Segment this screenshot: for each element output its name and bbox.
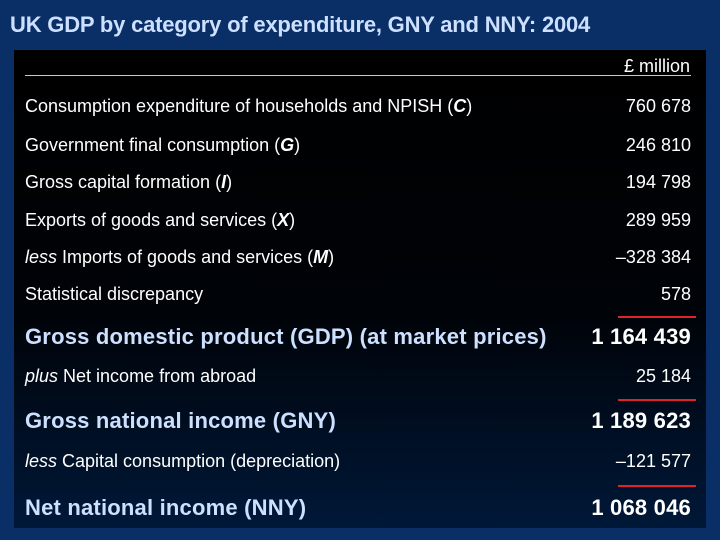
unit-label: £ million bbox=[623, 56, 690, 76]
gny-sum-rule bbox=[618, 399, 696, 401]
row-label: Statistical discrepancy bbox=[25, 284, 204, 304]
depreciation-value: –121 577 bbox=[615, 451, 691, 471]
gdp-sum-rule bbox=[618, 316, 696, 318]
nny-sum-rule bbox=[618, 485, 696, 487]
table-panel bbox=[14, 50, 706, 528]
net-income-label: plus Net income from abroad bbox=[25, 366, 257, 386]
net-income-value: 25 184 bbox=[635, 366, 691, 386]
row-value: 246 810 bbox=[625, 135, 691, 155]
gny-value: 1 189 623 bbox=[591, 408, 691, 433]
gdp-label: Gross domestic product (GDP) (at market … bbox=[25, 324, 547, 349]
row-label: Exports of goods and services (X) bbox=[25, 210, 296, 230]
row-label: less Imports of goods and services (M) bbox=[25, 247, 335, 267]
row-value: 289 959 bbox=[625, 210, 691, 230]
row-value: 194 798 bbox=[625, 172, 691, 192]
slide-title: UK GDP by category of expenditure, GNY a… bbox=[10, 12, 591, 37]
row-value: 578 bbox=[660, 284, 691, 304]
unit-rule bbox=[25, 75, 691, 76]
row-value: –328 384 bbox=[615, 247, 691, 267]
depreciation-label: less Capital consumption (depreciation) bbox=[25, 451, 341, 471]
nny-value: 1 068 046 bbox=[591, 495, 691, 520]
gdp-value: 1 164 439 bbox=[591, 324, 691, 349]
row-label: Gross capital formation (I) bbox=[25, 172, 233, 192]
gny-label: Gross national income (GNY) bbox=[25, 408, 337, 433]
row-label: Consumption expenditure of households an… bbox=[25, 96, 473, 116]
nny-label: Net national income (NNY) bbox=[25, 495, 307, 520]
row-label: Government final consumption (G) bbox=[25, 135, 301, 155]
row-value: 760 678 bbox=[625, 96, 691, 116]
